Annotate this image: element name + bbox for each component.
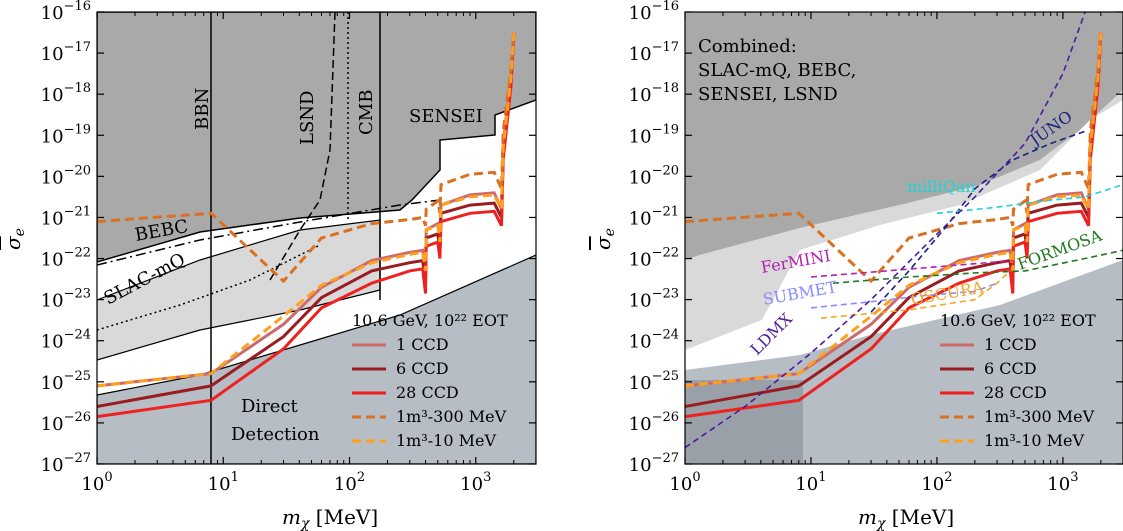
series-28-ccd: [685, 32, 1103, 419]
y-tick-label: 10−26: [41, 410, 91, 435]
y-tick-label: 10−21: [629, 204, 679, 229]
y-tick-label: 10−17: [41, 40, 91, 65]
left-plot-area: BBN LSND CMB SENSEI BEBC SLAC-mQ Direct …: [97, 12, 536, 464]
x-tick-label: 103: [460, 470, 491, 495]
series-milliqan: [936, 183, 1123, 215]
legend-label: 6 CCD: [396, 359, 449, 378]
y-tick-label: 10−19: [629, 122, 679, 147]
legend-label: 1m³-10 MeV: [984, 431, 1084, 450]
left-series-group: [97, 32, 516, 419]
y-tick-label: 10−19: [41, 122, 91, 147]
x-tick-label: 100: [669, 470, 700, 495]
series-juno: [870, 130, 1086, 313]
series-submet: [810, 282, 998, 309]
series-ldmx: [685, 12, 1086, 449]
left-direct-detection-region: [97, 254, 536, 464]
right-dark-region: [685, 380, 803, 464]
y-tick-label: 10−18: [41, 81, 91, 106]
x-tick-label: 102: [334, 470, 365, 495]
y-tick-label: 10−23: [41, 287, 91, 312]
direct-label: Direct: [241, 396, 299, 417]
x-tick-label: 102: [921, 470, 952, 495]
detection-label: Detection: [231, 424, 320, 445]
right-chart-panel: Combined: SLAC-mQ, BEBC, SENSEI, LSND JU…: [591, 0, 1123, 531]
y-tick-label: 10−24: [629, 328, 679, 353]
legend-label: 1 CCD: [396, 335, 449, 354]
y-tick-label: 10−23: [629, 287, 679, 312]
x-tick-label: 101: [795, 470, 826, 495]
left-chart-panel: BBN LSND CMB SENSEI BEBC SLAC-mQ Direct …: [1, 0, 537, 531]
y-tick-label: 10−24: [41, 328, 91, 353]
y-tick-label: 10−20: [629, 163, 679, 188]
series-oscura: [820, 270, 1011, 319]
right-series-group: [685, 12, 1123, 449]
y-tick-label: 10−22: [629, 246, 679, 271]
right-legend-title: 10.6 GeV, 10²² EOT: [940, 311, 1096, 330]
right-y-axis-title: σe: [591, 228, 618, 250]
right-excluded-region: [685, 12, 1123, 260]
left-plot-frame: [96, 11, 537, 465]
series-28-ccd: [97, 32, 516, 419]
sensei-label: SENSEI: [409, 106, 483, 127]
legend-label: 28 CCD: [396, 383, 459, 402]
lsnd-label: LSND: [297, 91, 318, 145]
y-tick-label: 10−26: [629, 410, 679, 435]
right-plot-area: Combined: SLAC-mQ, BEBC, SENSEI, LSND JU…: [685, 12, 1123, 464]
right-legend: 10.6 GeV, 10²² EOT 1 CCD 6 CCD 28 CCD 1m³-3…: [940, 311, 1096, 450]
y-tick-label: 10−22: [41, 246, 91, 271]
right-x-axis-title: mχ [MeV]: [858, 505, 954, 531]
y-tick-label: 10−18: [629, 81, 679, 106]
right-ticks: 100 101 102 103 10−27 10−26 10−25 10−24 10−23 10−…: [629, 0, 1123, 495]
y-tick-label: 10−16: [629, 0, 679, 24]
left-excluded-region: [97, 12, 536, 263]
legend-label: 1m³-300 MeV: [984, 407, 1095, 426]
left-x-axis-title: mχ [MeV]: [282, 505, 378, 531]
legend-label: 1m³-10 MeV: [396, 431, 496, 450]
x-tick-label: 103: [1047, 470, 1078, 495]
legend-label: 1 CCD: [984, 335, 1037, 354]
y-tick-label: 10−21: [41, 204, 91, 229]
combined-line-3: SENSEI, LSND: [698, 84, 838, 105]
left-ticks: 100 101 102 103 10−27 10−26 10−25 10−24 10−23 10−…: [41, 0, 537, 495]
y-tick-label: 10−16: [41, 0, 91, 24]
cmb-label: CMB: [356, 90, 377, 135]
y-tick-label: 10−25: [629, 369, 679, 394]
left-legend-title: 10.6 GeV, 10²² EOT: [352, 311, 508, 330]
y-tick-label: 10−17: [629, 40, 679, 65]
lsnd-line: [269, 12, 336, 281]
right-plot-frame: [684, 11, 1123, 465]
legend-label: 1m³-300 MeV: [396, 407, 507, 426]
milliqan-label: milliQan: [907, 177, 976, 196]
slac-line: [97, 244, 321, 331]
y-tick-label: 10−27: [41, 451, 91, 476]
legend-label: 28 CCD: [984, 383, 1047, 402]
combined-line-2: SLAC-mQ, BEBC,: [698, 60, 856, 81]
y-tick-label: 10−25: [41, 369, 91, 394]
left-y-axis-title: σe: [1, 228, 28, 250]
bebc-line: [97, 199, 441, 266]
legend-label: 6 CCD: [984, 359, 1037, 378]
x-tick-label: 101: [208, 470, 239, 495]
series-formosa: [833, 249, 1123, 284]
x-tick-label: 100: [81, 470, 112, 495]
y-tick-label: 10−27: [629, 451, 679, 476]
y-tick-label: 10−20: [41, 163, 91, 188]
bbn-label: BBN: [192, 88, 213, 130]
series-1m-10-mev: [685, 32, 1103, 388]
combined-line-1: Combined:: [698, 36, 797, 57]
left-legend: 10.6 GeV, 10²² EOT 1 CCD 6 CCD 28 CCD 1m³-3…: [352, 311, 508, 450]
series-fermini: [810, 259, 1013, 278]
